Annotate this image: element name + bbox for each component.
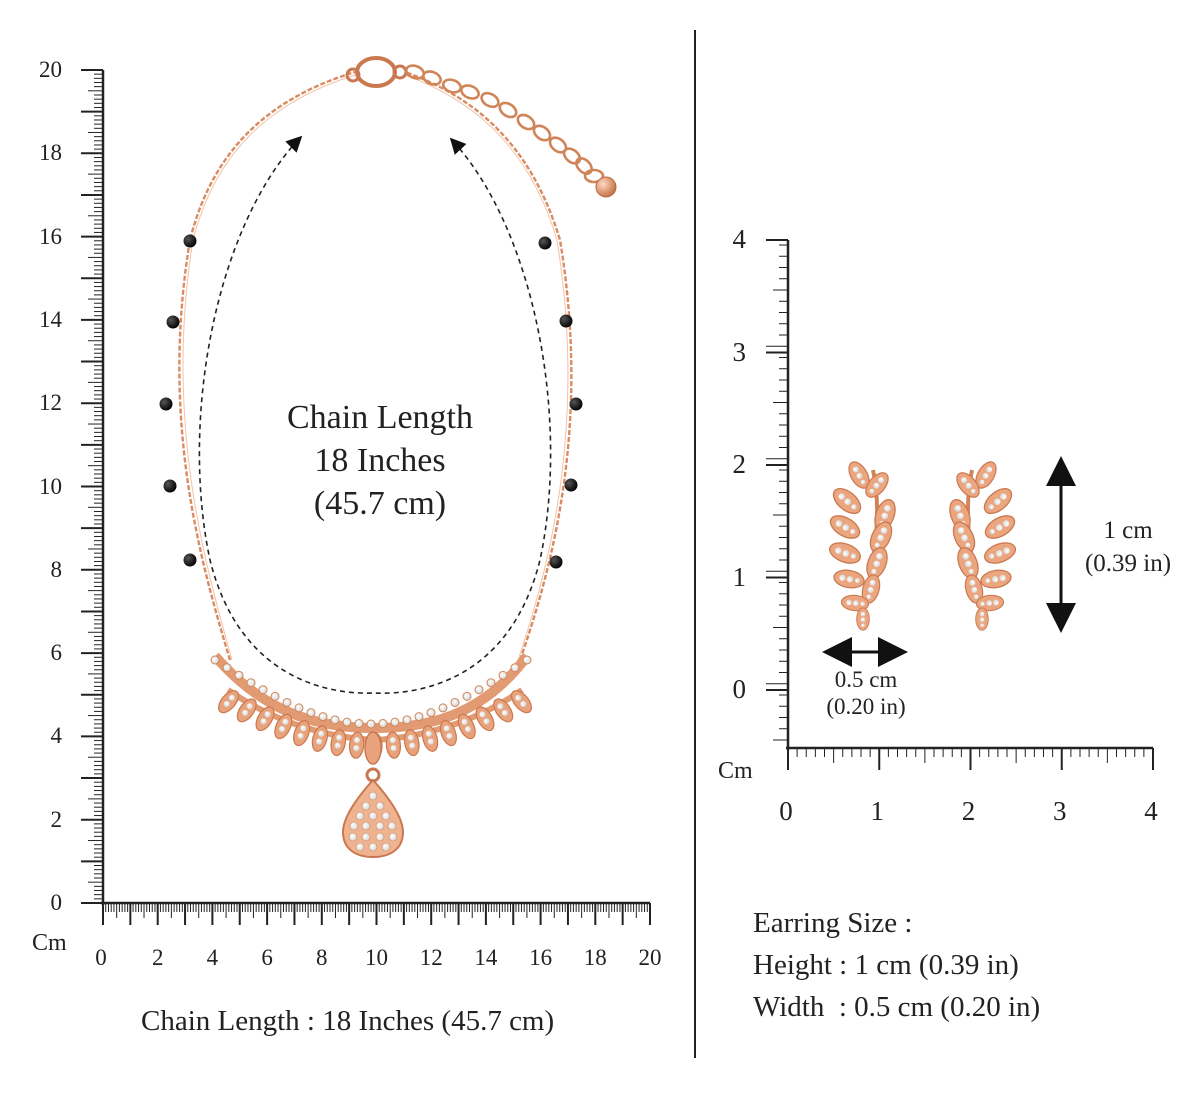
chain-length-label: Chain Length 18 Inches (45.7 cm) <box>240 396 520 525</box>
chain-y-tick: 6 <box>50 640 63 666</box>
earring-height-label: 1 cm (0.39 in) <box>1063 514 1193 580</box>
earring-y-tick: 0 <box>732 674 747 704</box>
pendant-image <box>210 652 532 859</box>
pendant-leaf <box>311 725 329 752</box>
extender-link <box>532 124 552 142</box>
earring-width-in: (0.20 in) <box>826 694 906 719</box>
extender-link <box>441 78 463 94</box>
chain-y-tick: 0 <box>50 890 63 915</box>
chain-y-tick: 18 <box>39 140 62 166</box>
necklace-image <box>159 56 617 859</box>
pendant-leaf <box>236 698 257 723</box>
chain-caption: Chain Length : 18 Inches (45.7 cm) <box>141 1005 555 1037</box>
chain-length-title: Chain Length <box>286 399 474 436</box>
chain-y-tick: 2 <box>50 806 63 832</box>
chain-x-tick: 2 <box>151 945 164 970</box>
chain-unit-label: Cm <box>32 930 67 956</box>
chain-x-tick: 10 <box>365 945 388 970</box>
earring-x-tick: 0 <box>779 796 793 826</box>
extender-link <box>460 84 480 100</box>
black-bead <box>166 315 180 329</box>
chain-x-tick: 0 <box>95 945 107 970</box>
chain-x-tick: 18 <box>583 945 607 970</box>
chain-x-tick: 12 <box>419 945 443 970</box>
chain-x-tick: 6 <box>261 945 273 970</box>
chain-y-tick: 12 <box>39 390 62 416</box>
black-bead <box>159 397 173 411</box>
black-beads <box>159 234 583 569</box>
extender-link <box>583 168 605 184</box>
earring-ruler <box>766 239 1154 770</box>
earring-x-tick: 4 <box>1144 796 1158 826</box>
pendant-leaf <box>274 713 293 740</box>
extender-link <box>562 147 582 165</box>
black-bead <box>564 478 578 492</box>
black-bead <box>549 555 563 569</box>
earring-height-in: (0.39 in) <box>1084 550 1172 577</box>
extender-link <box>498 101 518 119</box>
chain-y-tick: 20 <box>39 57 62 82</box>
dimension-arrow-icon <box>822 456 1076 667</box>
extender-link <box>480 91 500 109</box>
earring-y-tick: 4 <box>732 224 747 254</box>
pendant-leaf <box>457 713 476 740</box>
pendant-leaf <box>510 690 532 714</box>
pendant-leaf <box>475 706 495 732</box>
earring-width-label: 0.5 cm (0.20 in) <box>806 666 926 720</box>
chain-y-tick: 16 <box>39 223 62 249</box>
chain-x-tick: 8 <box>316 945 328 970</box>
pendant-leaf <box>439 720 457 747</box>
chain-y-tick: 8 <box>50 556 63 582</box>
earring-y-tick: 1 <box>732 561 747 592</box>
earring-y-tick: 3 <box>732 336 747 367</box>
earring-unit-label: Cm <box>718 758 753 784</box>
earring-x-tick: 1 <box>870 796 885 826</box>
earring-right-image <box>949 461 1016 631</box>
earring-y-tick: 2 <box>732 449 747 479</box>
pendant-leaf <box>255 706 275 732</box>
pendant-leaf <box>421 725 439 752</box>
chain-y-tick: 10 <box>39 473 62 499</box>
earring-height-line: Height : 1 cm (0.39 in) <box>753 949 1019 981</box>
chain-x-tick: 14 <box>474 945 498 970</box>
black-bead <box>538 236 552 250</box>
black-bead <box>183 553 197 567</box>
pendant-leaf <box>218 690 240 714</box>
chain-length-cm: (45.7 cm) <box>313 485 447 522</box>
extender-chain <box>404 64 605 184</box>
extender-link <box>575 157 593 175</box>
chain-x-tick: 4 <box>206 945 219 970</box>
panel-divider <box>694 30 696 1058</box>
earring-height-cm: 1 cm <box>1103 517 1153 544</box>
extender-link <box>516 113 536 131</box>
extender-link <box>422 70 442 86</box>
chain-x-tick: 20 <box>638 945 662 970</box>
black-bead <box>569 397 583 411</box>
chain-x-tick: 16 <box>529 945 553 970</box>
pendant-leaf <box>403 729 420 757</box>
black-bead <box>163 479 177 493</box>
earring-size-info: Earring Size : Height : 1 cm (0.39 in) W… <box>753 902 1040 1028</box>
pendant-leaf <box>293 720 311 747</box>
earring-left-image <box>829 461 896 631</box>
chain-y-tick: 4 <box>50 723 63 749</box>
pendant-leaf <box>330 729 347 757</box>
earring-width-line: Width : 0.5 cm (0.20 in) <box>753 991 1041 1023</box>
earring-x-tick: 2 <box>961 796 976 826</box>
clasp-icon <box>345 56 408 88</box>
earring-size-title: Earring Size : <box>753 907 913 939</box>
pendant-leaf <box>348 731 365 759</box>
chain-ruler <box>81 69 651 925</box>
pendant-leaf <box>493 698 514 723</box>
pendant-leaf <box>385 731 402 759</box>
earring-x-tick: 3 <box>1053 796 1067 826</box>
black-bead <box>559 314 573 328</box>
black-bead <box>183 234 197 248</box>
chain-length-inches: 18 Inches <box>314 442 446 479</box>
earring-width-cm: 0.5 cm <box>834 667 898 692</box>
earrings-image <box>829 461 1016 631</box>
chain-y-tick: 14 <box>39 306 62 332</box>
